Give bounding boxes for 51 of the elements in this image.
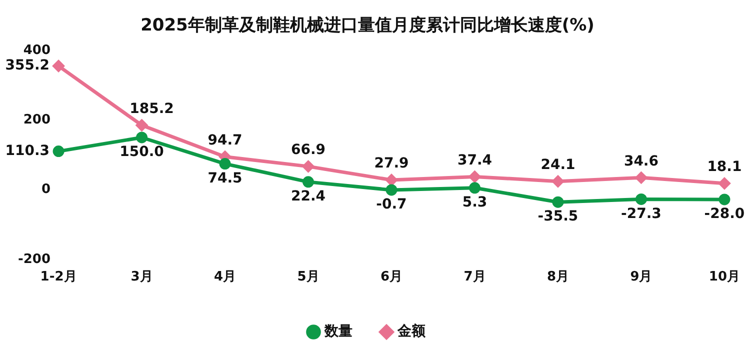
chart-title: 2025年制革及制鞋机械进口量值月度累计同比增长速度(%) — [140, 16, 594, 36]
point — [52, 60, 64, 72]
point — [136, 132, 148, 144]
data-label: 37.4 — [457, 152, 492, 168]
data-label: 22.4 — [290, 188, 326, 205]
data-label: 66.9 — [290, 142, 326, 158]
x-tick-label: 6月 — [380, 270, 403, 285]
data-label: -0.7 — [376, 196, 407, 213]
x-tick-label: 5月 — [297, 270, 320, 285]
point — [718, 178, 730, 190]
point — [386, 184, 398, 196]
point — [635, 193, 647, 205]
data-label: 27.9 — [374, 156, 409, 172]
x-tick-label: 4月 — [214, 270, 236, 285]
data-label: -28.0 — [704, 206, 745, 222]
data-label: -27.3 — [621, 206, 662, 222]
legend-label: 金额 — [396, 322, 426, 340]
data-label: 24.1 — [540, 156, 576, 173]
x-tick-label: 8月 — [546, 270, 569, 285]
data-label: 355.2 — [5, 58, 50, 74]
point — [302, 160, 314, 172]
point — [635, 172, 647, 184]
y-tick-label: 400 — [23, 42, 51, 58]
x-tick-label: 9月 — [630, 270, 652, 285]
point — [52, 146, 64, 158]
y-tick-label: 200 — [23, 112, 51, 128]
legend-label: 数量 — [324, 324, 352, 340]
data-label: 34.6 — [624, 153, 658, 170]
point — [552, 196, 564, 208]
data-label: 74.5 — [208, 170, 242, 186]
point — [468, 170, 480, 182]
x-tick-label: 3月 — [130, 270, 153, 285]
data-label: 18.1 — [707, 159, 742, 176]
point — [468, 182, 480, 194]
x-tick-label: 10月 — [708, 270, 740, 285]
point — [136, 119, 148, 131]
data-label: 150.0 — [120, 144, 164, 160]
x-tick-label: 7月 — [464, 270, 486, 285]
data-label: 94.7 — [208, 132, 242, 148]
y-tick-label: -200 — [18, 252, 51, 267]
x-tick-label: 1-2月 — [40, 270, 77, 285]
data-label: 185.2 — [130, 100, 174, 117]
point — [386, 174, 398, 186]
y-tick-label: 0 — [41, 182, 51, 198]
point — [552, 176, 564, 188]
data-label: -35.5 — [538, 208, 578, 225]
data-label: 110.3 — [5, 142, 50, 159]
point — [219, 158, 231, 170]
point — [302, 176, 314, 188]
data-label: 5.3 — [462, 194, 488, 211]
point — [718, 194, 730, 206]
